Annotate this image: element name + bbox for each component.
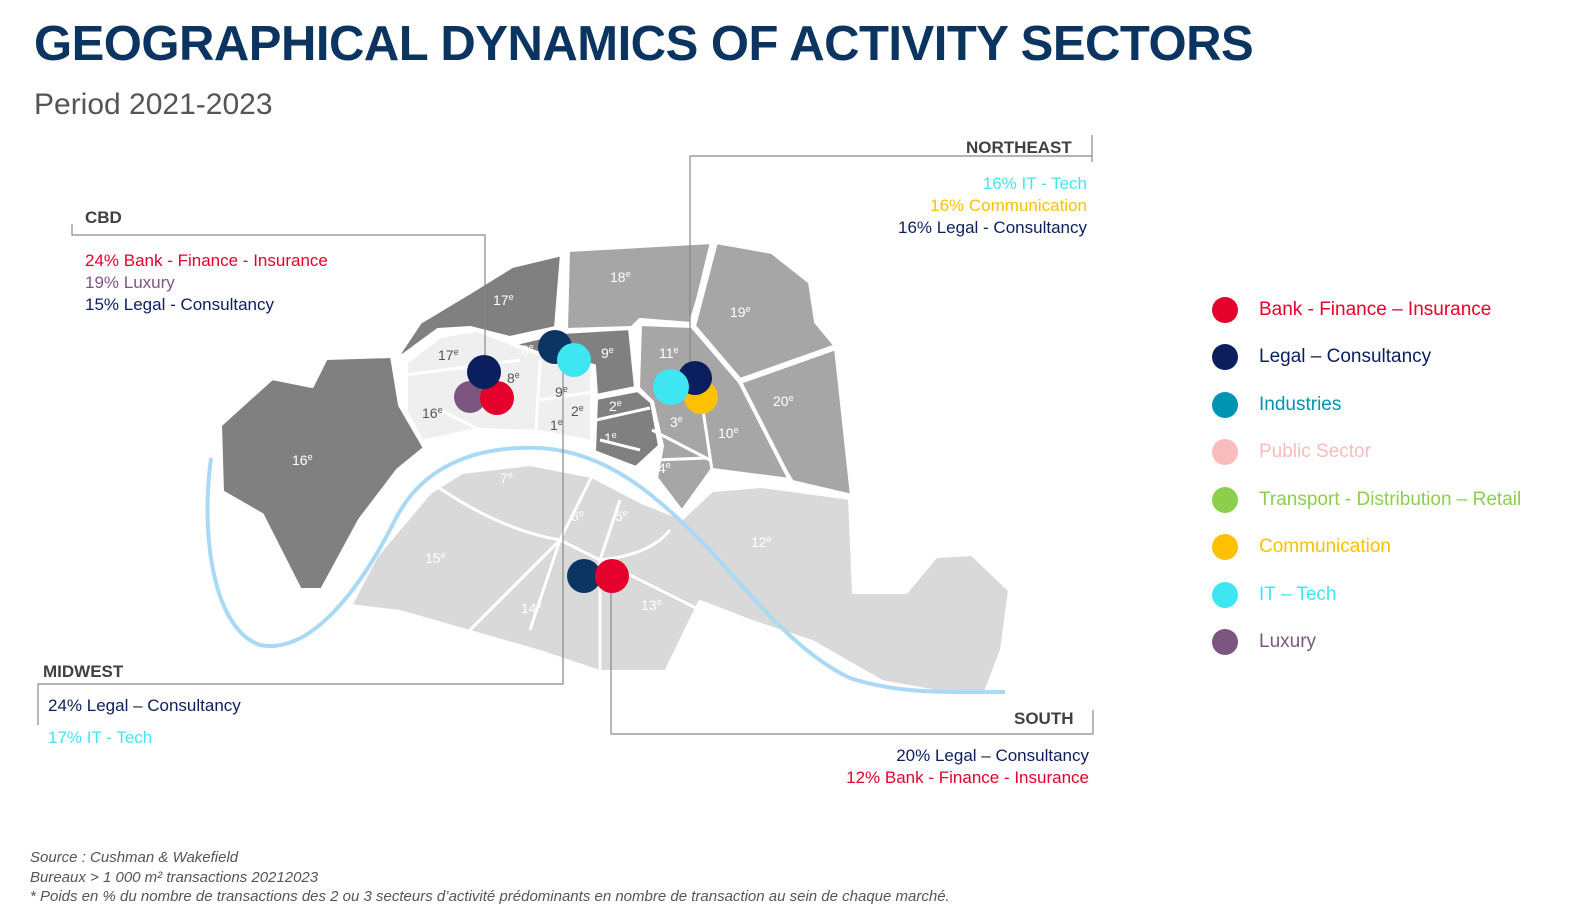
south-stat-1: 12% Bank - Finance - Insurance	[846, 768, 1089, 787]
arrondissement-label: 7e	[500, 470, 513, 486]
legend-label: Transport - Distribution – Retail	[1259, 489, 1522, 510]
legend-label: Public Sector	[1259, 441, 1371, 462]
arrondissement-label: 10e	[718, 425, 739, 441]
region-south	[348, 462, 1012, 694]
legend-item-industries: Industries	[1212, 392, 1341, 418]
legend-dot-icon	[1212, 392, 1238, 418]
south-stats: 20% Legal – Consultancy 12% Bank - Finan…	[846, 746, 1089, 788]
legend-item-transport: Transport - Distribution – Retail	[1212, 487, 1521, 513]
cbd-bank-marker	[480, 381, 514, 415]
region-17e	[394, 252, 564, 360]
legend-dot-icon	[1212, 297, 1238, 323]
arrondissement-label: 12e	[751, 534, 772, 550]
legend-item-communication: Communication	[1212, 534, 1391, 560]
northeast-it-marker	[653, 369, 689, 405]
arrondissement-label: 5e	[615, 508, 628, 524]
arrondissement-label: 13e	[641, 597, 662, 613]
south-stat-0: 20% Legal – Consultancy	[896, 746, 1089, 765]
midwest-stat-1: 17% IT - Tech	[48, 728, 153, 747]
arrondissement-label: 9e	[601, 345, 614, 361]
midwest-callout-line	[37, 360, 564, 725]
seine-river	[205, 445, 1006, 695]
arrondissement-label: 16e	[422, 405, 443, 421]
midwest-heading: MIDWEST	[43, 662, 124, 681]
arrondissement-label: 3e	[670, 414, 683, 430]
northeast-heading: NORTHEAST	[966, 138, 1072, 157]
arrondissement-label: 17e	[493, 292, 514, 308]
arrondissement-label: 18e	[610, 269, 631, 285]
legend-item-public: Public Sector	[1212, 439, 1371, 465]
cbd-stat-2: 15% Legal - Consultancy	[85, 295, 275, 314]
arrondissement-label: 17e	[438, 347, 459, 363]
sector-markers	[454, 330, 718, 593]
region-18e	[564, 240, 714, 332]
arrondissement-label: 8e	[521, 342, 534, 358]
legend-label: Industries	[1259, 394, 1342, 415]
legend-item-legal: Legal – Consultancy	[1212, 344, 1431, 370]
footer-note: * Poids en % du nombre de transactions d…	[30, 888, 950, 905]
northeast-stat-0: 16% IT - Tech	[982, 174, 1087, 193]
cbd-stat-0: 24% Bank - Finance - Insurance	[85, 251, 328, 270]
legend-dot-icon	[1212, 534, 1238, 560]
borders	[404, 241, 742, 670]
cbd-legal-marker	[467, 355, 501, 389]
arrondissement-label: 15e	[425, 550, 446, 566]
cbd-callout-line	[71, 224, 486, 370]
arrondissement-label: 9e	[555, 384, 568, 400]
midwest-stats: 24% Legal – Consultancy 17% IT - Tech	[48, 696, 241, 748]
legend-dot-icon	[1212, 629, 1238, 655]
legend-label: Luxury	[1259, 631, 1317, 652]
legend-label: Communication	[1259, 536, 1391, 557]
region-16e-west	[218, 354, 427, 592]
arrondissement-label: 19e	[730, 304, 751, 320]
callout-lines	[37, 135, 1094, 735]
arrondissement-label: 8e	[507, 370, 520, 386]
cbd-luxury-marker	[454, 381, 486, 413]
arrondissement-label: 2e	[571, 403, 584, 419]
legend-dot-icon	[1212, 582, 1238, 608]
south-callout-line	[610, 575, 1094, 735]
arrondissement-label: 2e	[609, 398, 622, 414]
south-legal-marker	[567, 559, 601, 593]
cbd-heading: CBD	[85, 208, 122, 227]
footer-scope: Bureaux > 1 000 m² transactions 20212023	[30, 869, 319, 886]
south-heading: SOUTH	[1014, 709, 1074, 728]
arrondissement-label: 11e	[659, 345, 679, 361]
legend-label: Legal – Consultancy	[1259, 346, 1432, 367]
arrondissement-label: 14e	[521, 600, 542, 616]
footer-source: Source : Cushman & Wakefield	[30, 849, 239, 866]
northeast-callout-line	[689, 135, 1093, 375]
legend-label: Bank - Finance – Insurance	[1259, 299, 1492, 320]
legend-item-it: IT – Tech	[1212, 582, 1336, 608]
cbd-stat-1: 19% Luxury	[85, 273, 175, 292]
south-bank-marker	[595, 559, 629, 593]
arrondissement-label: 1e	[604, 430, 617, 446]
legend-dot-icon	[1212, 487, 1238, 513]
cbd-stats: 24% Bank - Finance - Insurance 19% Luxur…	[85, 251, 328, 315]
arrondissement-label: 16e	[292, 452, 313, 468]
midwest-it-marker	[557, 343, 591, 377]
region-central	[592, 388, 662, 470]
arrondissement-label: 6e	[571, 508, 584, 524]
legend-item-bank: Bank - Finance – Insurance	[1212, 297, 1491, 323]
northeast-stat-2: 16% Legal - Consultancy	[897, 218, 1087, 237]
page-title: GEOGRAPHICAL DYNAMICS OF ACTIVITY SECTOR…	[34, 17, 1254, 71]
legend-dot-icon	[1212, 439, 1238, 465]
arrondissement-label: 4e	[658, 460, 671, 476]
legend-item-luxury: Luxury	[1212, 629, 1316, 655]
page-subtitle: Period 2021-2023	[34, 88, 273, 121]
arrondissement-label: 20e	[773, 393, 794, 409]
northeast-stat-1: 16% Communication	[930, 196, 1087, 215]
legend-dot-icon	[1212, 344, 1238, 370]
northeast-stats: 16% IT - Tech 16% Communication 16% Lega…	[898, 174, 1087, 238]
arrondissement-label: 1e	[550, 417, 563, 433]
midwest-stat-0: 24% Legal – Consultancy	[48, 696, 241, 715]
legend-label: IT – Tech	[1259, 584, 1337, 605]
